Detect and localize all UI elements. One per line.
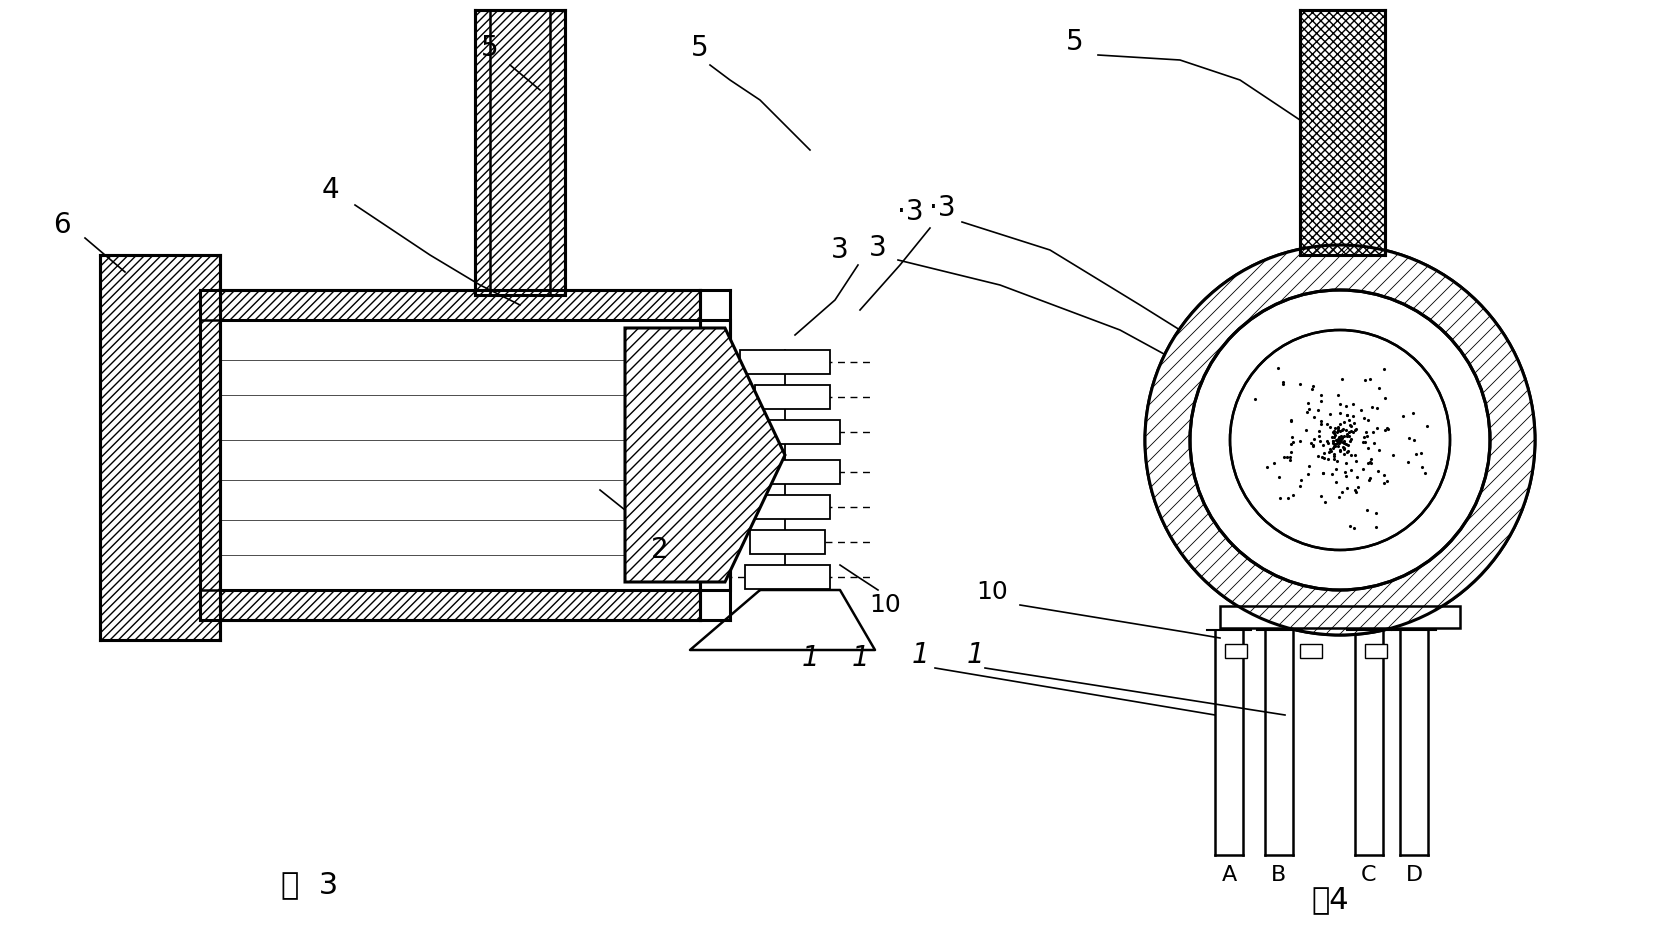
Bar — [745, 565, 830, 589]
Text: A: A — [1222, 865, 1237, 885]
Text: 1: 1 — [911, 641, 929, 669]
Bar — [760, 460, 841, 484]
Bar — [750, 530, 825, 554]
Text: 5: 5 — [1066, 28, 1084, 56]
Circle shape — [1145, 245, 1536, 635]
Bar — [1225, 644, 1247, 658]
Circle shape — [1190, 290, 1491, 590]
Text: D: D — [1405, 865, 1422, 885]
Bar — [745, 420, 841, 444]
Bar — [201, 320, 700, 590]
Text: 6: 6 — [53, 211, 70, 239]
Text: ·3: ·3 — [929, 194, 956, 222]
Text: 1: 1 — [966, 641, 984, 669]
Polygon shape — [625, 328, 785, 582]
Bar — [740, 350, 830, 374]
Text: 4: 4 — [321, 176, 339, 204]
Text: 5: 5 — [692, 34, 709, 62]
Text: 5: 5 — [481, 34, 500, 62]
Text: 3: 3 — [869, 234, 887, 262]
Bar — [1365, 644, 1387, 658]
Text: ·3: ·3 — [897, 198, 924, 226]
Text: 1: 1 — [851, 644, 869, 672]
Bar — [700, 320, 730, 590]
Bar — [1220, 606, 1460, 628]
Bar — [755, 385, 830, 409]
Bar — [100, 255, 221, 640]
Text: C: C — [1362, 865, 1377, 885]
Text: 1: 1 — [800, 644, 819, 672]
Bar — [740, 495, 830, 519]
Bar — [1300, 10, 1385, 255]
Text: 3: 3 — [830, 236, 849, 264]
Bar — [201, 290, 700, 320]
Text: B: B — [1272, 865, 1287, 885]
Circle shape — [1230, 330, 1450, 550]
Text: 图  3: 图 3 — [281, 870, 339, 900]
Bar — [475, 10, 565, 295]
Bar — [201, 590, 700, 620]
Text: 10: 10 — [976, 580, 1008, 604]
Circle shape — [1145, 245, 1536, 635]
Text: 10: 10 — [869, 593, 901, 617]
Text: 图4: 图4 — [1312, 885, 1348, 915]
Bar — [1300, 644, 1322, 658]
Text: 2: 2 — [652, 536, 668, 564]
